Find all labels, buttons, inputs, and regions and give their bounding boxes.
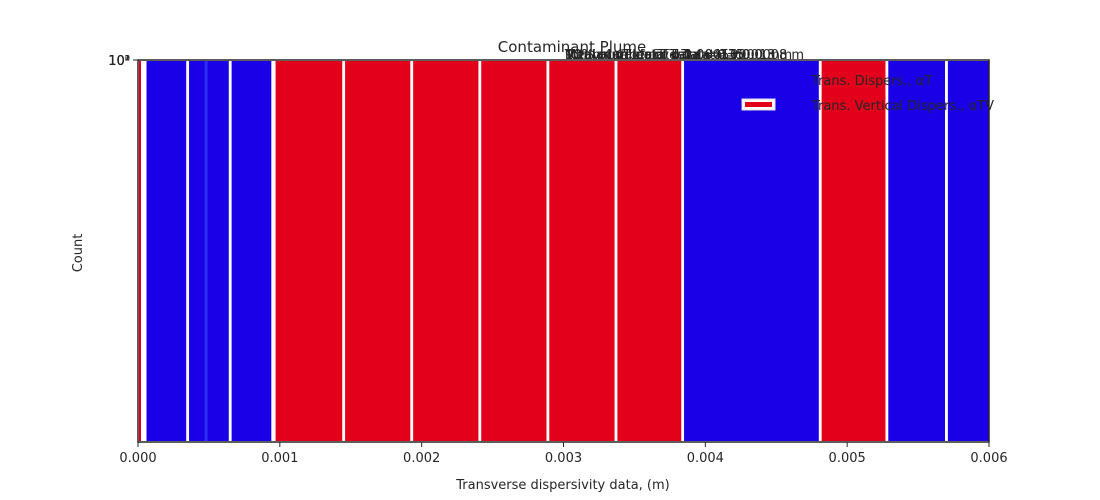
- bars-group: [139, 61, 989, 441]
- y-tick-label: 10³: [108, 54, 130, 69]
- x-axis-label: Transverse dispersivity data, (m): [455, 478, 670, 493]
- legend-label-trans-dispers: Trans. Dispers., αT: [811, 74, 932, 89]
- x-tick-label: 0.003: [545, 451, 582, 466]
- bar-series-0-4: [888, 61, 946, 441]
- x-tick-label: 0.000: [119, 451, 156, 466]
- bar-series-0-0: [146, 61, 187, 441]
- bar-series-1-2: [413, 61, 479, 441]
- stat-annotation: Total number of data = 135: [564, 48, 744, 63]
- stat-annotation: Mean value of αT data = 0.0013 m: [565, 48, 792, 63]
- stat-annotation: Min value of αT data = 0.0000 m: [565, 48, 780, 63]
- y-tick-label: 10⁰: [108, 54, 130, 69]
- y-tick-label: 10²: [108, 54, 130, 69]
- bar-series-1-1: [345, 61, 411, 441]
- x-axis-ticks: 0.000 0.001 0.002 0.003 0.004 0.005 0.006: [119, 442, 1008, 466]
- x-tick-label: 0.006: [970, 451, 1007, 466]
- bar-series-1-4: [549, 61, 615, 441]
- bar-series-1-5: [617, 61, 682, 441]
- y-tick-label: 10¹: [108, 54, 130, 69]
- x-tick-label: 0.001: [261, 451, 298, 466]
- edge-bar: [139, 61, 141, 441]
- stat-annotation: Median value of αT data = 0.0008 m: [565, 48, 804, 63]
- bar-series-0-1: [189, 61, 229, 441]
- stat-annotation: 10% of αT data < 0.0001 m: [565, 48, 746, 63]
- bar-series-1-6: [821, 61, 886, 441]
- x-tick-label: 0.004: [687, 451, 724, 466]
- x-tick-label: 0.005: [829, 451, 866, 466]
- y-axis-label: Count: [71, 234, 86, 273]
- bar-series-0-2: [231, 61, 272, 441]
- bar-series-1-0: [275, 61, 343, 441]
- stat-annotation: Total number of data = 135: [564, 48, 744, 63]
- legend: Trans. Dispers., αT Trans. Vertical Disp…: [741, 74, 994, 114]
- stat-annotation: Total number of data = 135: [564, 48, 744, 63]
- x-tick-label: 0.002: [403, 451, 440, 466]
- bar-series-0-3: [684, 61, 819, 441]
- bar-series-1-3: [481, 61, 547, 441]
- legend-label-trans-vertical-dispers: Trans. Vertical Dispers., αTV: [811, 99, 994, 114]
- chart-title: Contaminant Plume: [498, 38, 646, 56]
- bar-series-0-5: [947, 61, 989, 441]
- stat-annotation: 90% of αT data < 0.0045 m: [565, 48, 746, 63]
